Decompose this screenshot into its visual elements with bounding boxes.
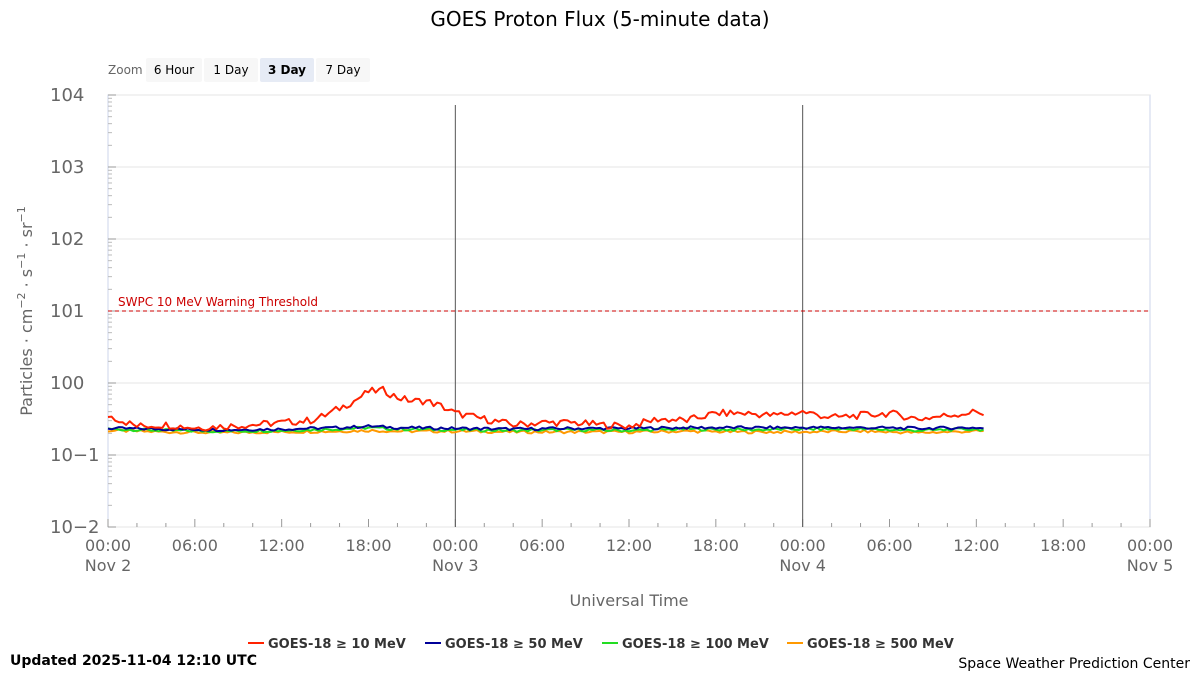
zoom-button-bg <box>146 58 202 82</box>
x-tick-label: 06:00 <box>866 536 912 555</box>
legend: GOES-18 ≥ 10 MeV GOES-18 ≥ 50 MeV GOES-18 … <box>248 637 954 652</box>
legend-item[interactable]: GOES-18 ≥ 500 MeV <box>787 637 954 652</box>
x-tick-label: 00:00 <box>432 536 478 555</box>
y-tick-label: 102 <box>50 229 84 250</box>
x-tick-label: 12:00 <box>953 536 999 555</box>
x-tick-date-label: Nov 5 <box>1127 556 1174 575</box>
legend-label: GOES-18 ≥ 10 MeV <box>268 637 406 652</box>
x-tick-date-label: Nov 2 <box>85 556 132 575</box>
zoom-button-bg <box>204 58 258 82</box>
legend-label: GOES-18 ≥ 100 MeV <box>622 637 769 652</box>
threshold-label: SWPC 10 MeV Warning Threshold <box>118 295 318 309</box>
x-tick-label: 18:00 <box>693 536 739 555</box>
zoom-button-label: 3 Day <box>268 63 306 77</box>
y-tick-label: 10−1 <box>50 445 99 466</box>
series-line-1850-mev <box>107 424 984 433</box>
y-tick-label: 100 <box>50 373 84 394</box>
warning-threshold: SWPC 10 MeV Warning Threshold <box>108 295 1150 312</box>
x-tick-label: 00:00 <box>85 536 131 555</box>
x-tick-label: 00:00 <box>780 536 826 555</box>
zoom-button-bg <box>260 58 314 82</box>
zoom-button-bg <box>316 58 370 82</box>
x-tick-label: 00:00 <box>1127 536 1173 555</box>
chart-title: GOES Proton Flux (5-minute data) <box>430 7 769 31</box>
x-tick-date-label: Nov 3 <box>432 556 479 575</box>
zoom-button-label: 6 Hour <box>154 63 194 77</box>
zoom-button-label: 1 Day <box>213 63 248 77</box>
y-tick-label: 103 <box>50 157 84 178</box>
y-tick-label: 104 <box>50 85 84 106</box>
legend-item[interactable]: GOES-18 ≥ 100 MeV <box>602 637 769 652</box>
x-tick-label: 06:00 <box>519 536 565 555</box>
y-axis-label: Particles · cm−2 · s−1 · sr−1 <box>15 206 36 416</box>
x-tick-label: 18:00 <box>345 536 391 555</box>
zoom-control: Zoom 6 Hour 1 Day 3 Day 7 Day <box>108 58 370 82</box>
legend-item[interactable]: GOES-18 ≥ 10 MeV <box>248 637 406 652</box>
zoom-button-7-day[interactable]: 7 Day <box>316 58 370 82</box>
series-line-1810-mev <box>107 385 984 432</box>
x-tick-label: 12:00 <box>606 536 652 555</box>
x-tick-label: 12:00 <box>259 536 305 555</box>
legend-label: GOES-18 ≥ 50 MeV <box>445 637 583 652</box>
zoom-button-label: 7 Day <box>325 63 360 77</box>
x-tick-label: 06:00 <box>172 536 218 555</box>
x-tick-label: 18:00 <box>1040 536 1086 555</box>
zoom-button-3-day[interactable]: 3 Day <box>260 58 314 82</box>
zoom-button-1-day[interactable]: 1 Day <box>204 58 258 82</box>
grid-lines <box>107 94 1151 528</box>
legend-label: GOES-18 ≥ 500 MeV <box>807 637 954 652</box>
x-tick-date-label: Nov 4 <box>779 556 826 575</box>
updated-timestamp: Updated 2025-11-04 12:10 UTC <box>10 653 257 669</box>
y-axis-tick-labels: 104 103 102 101 100 10−1 10−2 <box>50 85 99 538</box>
legend-item[interactable]: GOES-18 ≥ 50 MeV <box>425 637 583 652</box>
day-boundary-lines <box>454 105 804 527</box>
y-tick-label: 10−2 <box>50 517 99 538</box>
zoom-button-6-hour[interactable]: 6 Hour <box>146 58 202 82</box>
zoom-label: Zoom <box>108 63 143 77</box>
credit-text: Space Weather Prediction Center <box>958 656 1190 672</box>
y-tick-label: 101 <box>50 301 84 322</box>
x-axis-label: Universal Time <box>569 591 688 610</box>
series-lines <box>107 385 984 435</box>
